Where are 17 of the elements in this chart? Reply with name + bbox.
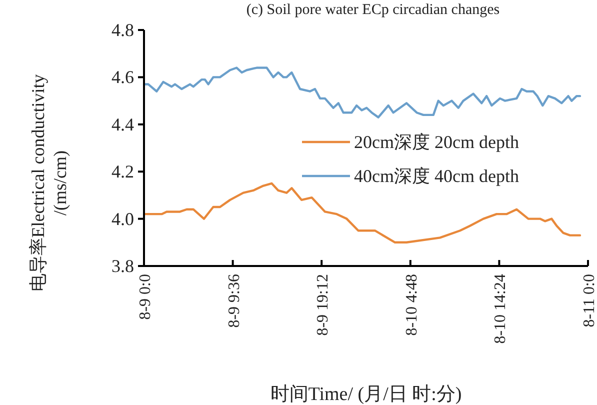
y-tick-label: 4.2 xyxy=(112,162,134,182)
y-tick-label: 4.0 xyxy=(112,208,134,229)
y-tick-label: 4.8 xyxy=(112,20,134,40)
x-tick-label: 8-9 19:12 xyxy=(314,274,332,336)
legend-label: 20cm深度 20cm depth xyxy=(354,132,519,152)
y-tick-label: 4.4 xyxy=(112,114,134,134)
x-tick-label: 8-11 0:0 xyxy=(581,274,597,328)
x-tick-label: 8-9 9:36 xyxy=(226,274,243,328)
x-axis-title: 时间Time/ (月/日 时:分) xyxy=(270,384,462,405)
y-axis-title: 电导率Electrical conductivity /(ms/cm) xyxy=(28,74,70,292)
y-tick-label: 3.8 xyxy=(112,256,134,276)
legend-label: 40cm深度 40cm depth xyxy=(354,166,519,186)
x-tick-label: 8-10 4:48 xyxy=(403,274,420,336)
y-tick-label: 4.6 xyxy=(112,67,134,88)
title: (c) Soil pore water ECp circadian changes xyxy=(246,2,500,18)
x-tick-label: 8-9 0:0 xyxy=(137,274,154,320)
x-tick-label: 8-10 14:24 xyxy=(492,274,510,344)
